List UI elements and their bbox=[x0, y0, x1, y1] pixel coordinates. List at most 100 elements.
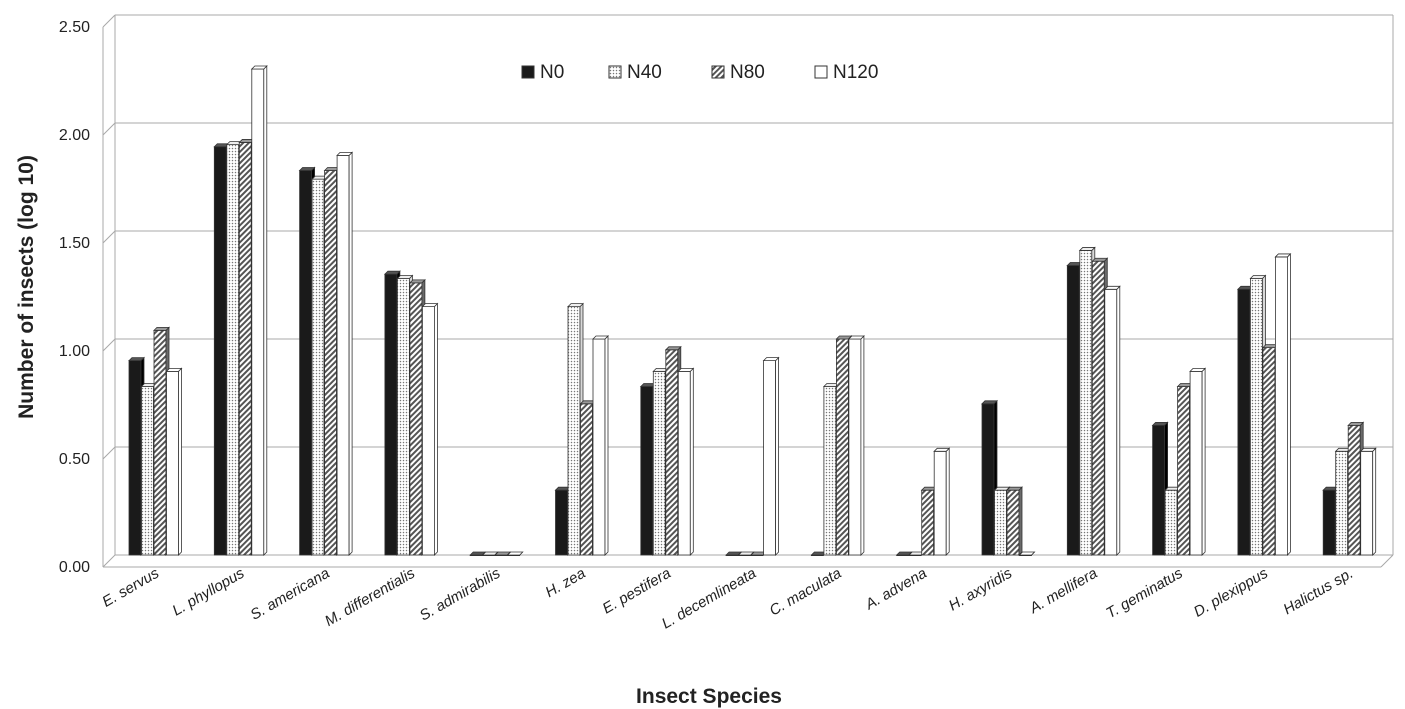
legend-label: N40 bbox=[627, 62, 662, 83]
bar-top bbox=[1359, 447, 1377, 452]
bar-front bbox=[1164, 489, 1178, 556]
bar-N120-5 bbox=[592, 335, 609, 556]
gridline-diagonal bbox=[102, 338, 116, 352]
bar-N120-14 bbox=[1359, 447, 1377, 556]
bar-top bbox=[1151, 421, 1169, 426]
bar-N120-1 bbox=[250, 65, 268, 556]
bar-top bbox=[1249, 275, 1267, 279]
bar-side bbox=[1201, 367, 1206, 556]
bar-front bbox=[1177, 386, 1190, 556]
bar-top bbox=[165, 367, 183, 372]
legend-item-N40: N40 bbox=[608, 62, 662, 83]
bar-N120-13 bbox=[1274, 252, 1292, 556]
category-label: H. axyridis bbox=[946, 564, 1016, 614]
bar-N120-3 bbox=[421, 302, 439, 556]
bar-front bbox=[128, 360, 142, 556]
bar-top bbox=[1189, 367, 1207, 372]
category-label: C. maculata bbox=[767, 565, 845, 620]
gridline-diagonal bbox=[102, 230, 116, 244]
legend-item-N80: N80 bbox=[711, 62, 765, 83]
legend-swatch bbox=[711, 65, 725, 79]
bar-front bbox=[921, 489, 935, 556]
bar-front bbox=[1066, 265, 1080, 556]
bar-top bbox=[677, 367, 695, 372]
bar-front bbox=[1006, 489, 1020, 556]
bar-side bbox=[433, 302, 438, 556]
bar-front bbox=[166, 370, 179, 556]
bar-front bbox=[1360, 450, 1374, 556]
bar-side bbox=[1372, 447, 1377, 556]
category-label: H. zea bbox=[542, 565, 588, 601]
bar-front bbox=[213, 146, 227, 556]
y-axis-title: Number of insects (log 10) bbox=[15, 155, 38, 419]
category-label: L. decemlineata bbox=[659, 565, 759, 633]
bar-top bbox=[933, 447, 951, 452]
x-axis-title: Insect Species bbox=[636, 685, 782, 708]
legend-label: N80 bbox=[730, 62, 765, 83]
bar-front bbox=[396, 278, 410, 556]
bar-top bbox=[1103, 285, 1121, 290]
bar-top bbox=[847, 335, 865, 340]
bar-front bbox=[1104, 288, 1118, 556]
bar-top bbox=[408, 279, 426, 284]
gridline-diagonal bbox=[102, 122, 116, 136]
y-tick-label: 1.50 bbox=[59, 235, 90, 252]
bar-front bbox=[1152, 424, 1165, 556]
bar-side bbox=[689, 367, 694, 556]
bar-N120-12 bbox=[1189, 367, 1207, 556]
bar-front bbox=[555, 489, 568, 556]
bar-N120-9 bbox=[933, 447, 951, 556]
bar-front bbox=[1250, 278, 1263, 556]
bar-top bbox=[762, 357, 780, 362]
bar-top bbox=[506, 551, 524, 556]
bar-N0-8 bbox=[810, 551, 828, 557]
bar-N120-8 bbox=[847, 335, 865, 556]
bar-front bbox=[336, 154, 350, 556]
bar-top bbox=[592, 335, 609, 340]
gridline-diagonal bbox=[102, 446, 116, 460]
bar-top bbox=[298, 167, 316, 171]
bar-front bbox=[226, 144, 240, 556]
y-tick-label: 0.50 bbox=[59, 451, 90, 468]
category-label: E. servus bbox=[99, 564, 162, 610]
bar-front bbox=[1262, 347, 1276, 556]
legend-swatch bbox=[521, 65, 535, 79]
bar-front bbox=[652, 370, 666, 556]
bar-side bbox=[178, 367, 182, 556]
bar-front bbox=[763, 360, 776, 556]
category-label: A. advena bbox=[862, 565, 930, 614]
bar-top bbox=[1274, 253, 1292, 258]
bar-side bbox=[263, 65, 268, 556]
bar-N120-0 bbox=[165, 367, 183, 556]
bar-top bbox=[567, 303, 584, 308]
category-label: Halictus sp. bbox=[1281, 565, 1357, 618]
bar-N120-2 bbox=[336, 151, 354, 556]
bar-front bbox=[409, 282, 423, 556]
floor-right-edge bbox=[1380, 554, 1394, 568]
bar-front bbox=[238, 142, 252, 556]
y-tick-label: 2.50 bbox=[59, 19, 90, 36]
bar-front bbox=[1275, 256, 1288, 556]
legend-swatch bbox=[814, 65, 828, 79]
bar-N80-10 bbox=[1006, 486, 1023, 556]
bar-front bbox=[836, 338, 849, 556]
category-label: A. mellifera bbox=[1026, 565, 1100, 618]
bar-front bbox=[1347, 424, 1361, 556]
category-label: S. americana bbox=[248, 565, 333, 624]
bar-N120-4 bbox=[506, 551, 524, 557]
bar-front bbox=[311, 178, 325, 556]
bar-top bbox=[128, 357, 145, 362]
y-tick-label: 2.00 bbox=[59, 127, 90, 144]
bar-side bbox=[860, 335, 865, 556]
bar-top bbox=[336, 151, 354, 156]
bar-side bbox=[945, 447, 950, 556]
bar-front bbox=[384, 273, 398, 556]
bar-front bbox=[994, 489, 1007, 556]
bar-front bbox=[580, 403, 593, 556]
bar-front bbox=[421, 306, 435, 556]
bar-top bbox=[1006, 486, 1023, 491]
category-label: E. pestifera bbox=[600, 565, 674, 618]
bar-N120-7 bbox=[762, 356, 780, 556]
